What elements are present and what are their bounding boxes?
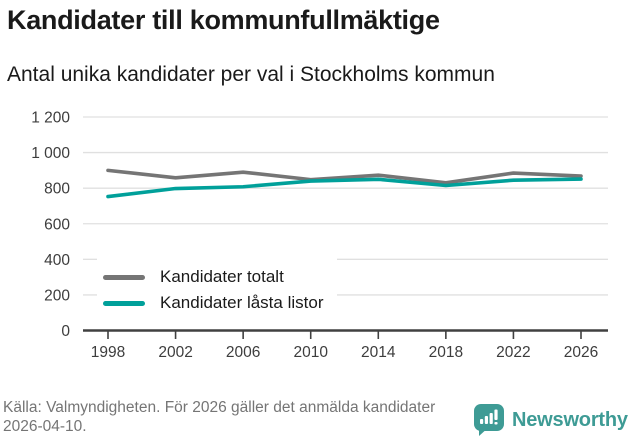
series-line-kandidater-totalt: [106, 168, 583, 185]
legend-label-lasta-listor: Kandidater låsta listor: [160, 293, 324, 312]
y-tick-label-1000: 1 000: [31, 145, 70, 162]
newsworthy-logo[interactable]: Newsworthy: [474, 404, 628, 436]
legend-swatch-totalt: [103, 274, 145, 280]
newsworthy-wordmark: Newsworthy: [512, 408, 628, 431]
x-tick-label-2022: 2022: [496, 344, 530, 361]
y-tick-label-200: 200: [44, 287, 70, 304]
legend-item-totalt: Kandidater totalt: [103, 264, 323, 290]
x-tick-label-1998: 1998: [91, 344, 125, 361]
x-tick-label-2018: 2018: [429, 344, 463, 361]
legend-label-totalt: Kandidater totalt: [160, 267, 284, 286]
line-chart: 0 200 400 600 800 1 000 1 200 1998 2002 2006 2010 2…: [31, 110, 608, 361]
chart-subtitle: Antal unika kandidater per val i Stockho…: [7, 63, 495, 86]
x-tick-label-2002: 2002: [158, 344, 192, 361]
chart-title: Kandidater till kommunfullmäktige: [7, 5, 440, 35]
source-note: Källa: Valmyndigheten. För 2026 gäller d…: [3, 399, 436, 435]
series-line-kandidater-l-sta-listor: [106, 177, 583, 199]
chart-legend: Kandidater totalt Kandidater låsta listo…: [97, 257, 338, 323]
x-tick-label-2010: 2010: [293, 344, 328, 361]
legend-item-lasta-listor: Kandidater låsta listor: [103, 290, 323, 316]
x-tick-label-2026: 2026: [564, 344, 598, 361]
y-tick-label-600: 600: [44, 216, 70, 233]
y-tick-label-400: 400: [44, 252, 70, 269]
newsworthy-logo-icon: [474, 404, 504, 436]
y-tick-label-0: 0: [61, 323, 70, 340]
y-tick-label-800: 800: [44, 181, 70, 198]
legend-swatch-lasta-listor: [103, 300, 145, 306]
y-tick-label-1200: 1 200: [31, 110, 70, 127]
x-tick-label-2006: 2006: [226, 344, 260, 361]
x-tick-label-2014: 2014: [361, 344, 396, 361]
